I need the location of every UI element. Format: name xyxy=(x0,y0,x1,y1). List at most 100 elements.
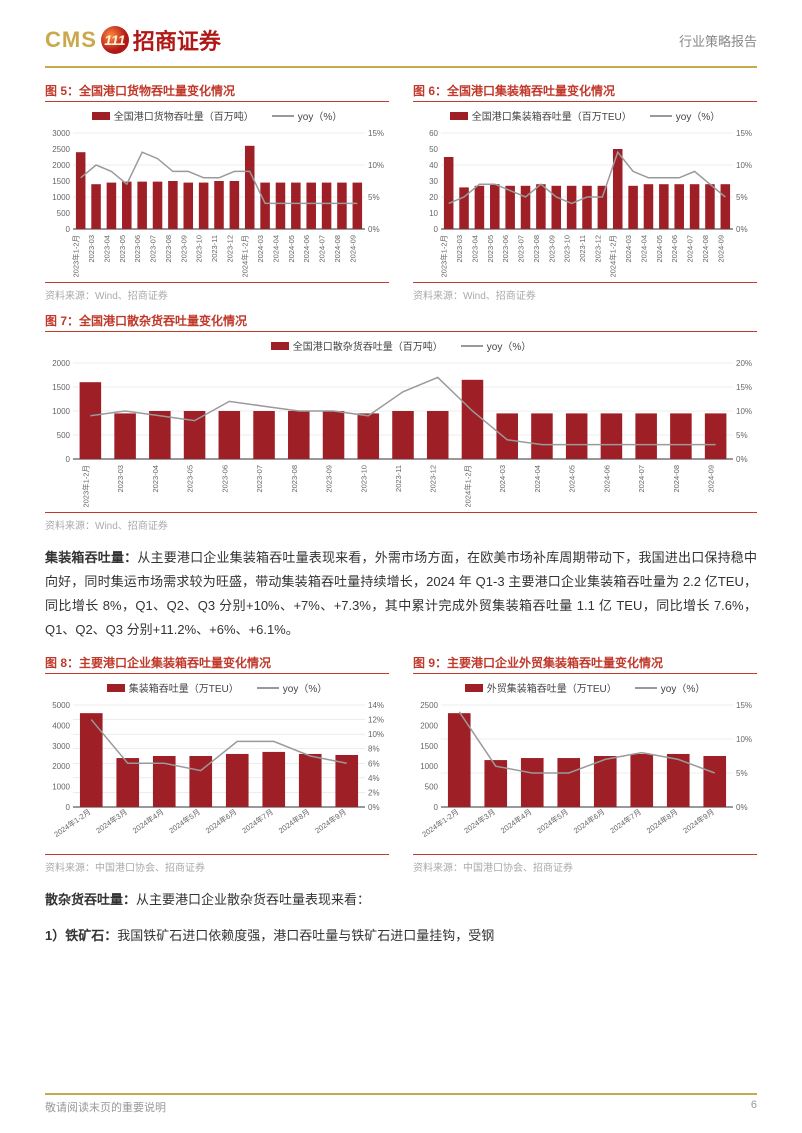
svg-text:15%: 15% xyxy=(736,129,752,138)
svg-text:2023-08: 2023-08 xyxy=(290,465,299,493)
paragraph-bulk-cargo: 散杂货吞吐量：从主要港口企业散杂货吞吐量表现来看： xyxy=(45,888,757,912)
logo-circle-icon: 111 xyxy=(101,26,129,54)
svg-text:2024-06: 2024-06 xyxy=(670,235,679,263)
svg-text:0%: 0% xyxy=(368,225,380,234)
svg-text:2023年1-2月: 2023年1-2月 xyxy=(80,465,90,507)
svg-text:2024年5月: 2024年5月 xyxy=(535,807,570,836)
svg-text:2023-11: 2023-11 xyxy=(210,235,219,262)
page-number: 6 xyxy=(751,1099,757,1115)
page-footer: 敬请阅读末页的重要说明 6 xyxy=(45,1093,757,1115)
svg-text:2024年6月: 2024年6月 xyxy=(571,807,606,836)
figure-8-legend: 集装箱吞吐量（万TEU） yoy（%） xyxy=(45,680,389,695)
figure-9-legend: 外贸集装箱吞吐量（万TEU） yoy（%） xyxy=(413,680,757,695)
svg-text:2023-07: 2023-07 xyxy=(517,235,526,263)
svg-text:2000: 2000 xyxy=(420,722,438,731)
svg-text:2023-09: 2023-09 xyxy=(547,235,556,263)
svg-text:60: 60 xyxy=(429,129,438,138)
svg-text:0: 0 xyxy=(66,455,71,464)
svg-text:1000: 1000 xyxy=(52,407,70,416)
svg-text:2024-09: 2024-09 xyxy=(348,235,357,263)
svg-text:2024-03: 2024-03 xyxy=(498,465,507,493)
paragraph-body: 从主要港口企业散杂货吞吐量表现来看： xyxy=(136,892,370,907)
svg-text:2024-03: 2024-03 xyxy=(624,235,633,263)
svg-text:2024-08: 2024-08 xyxy=(701,235,710,263)
svg-text:10%: 10% xyxy=(368,730,384,739)
figure-7-source: 资料来源：Wind、招商证券 xyxy=(45,512,757,532)
svg-text:4000: 4000 xyxy=(52,722,70,731)
svg-text:15%: 15% xyxy=(368,129,384,138)
svg-text:14%: 14% xyxy=(368,701,384,710)
svg-text:2024年1-2月: 2024年1-2月 xyxy=(52,807,93,840)
svg-text:3000: 3000 xyxy=(52,129,70,138)
svg-text:2%: 2% xyxy=(368,789,380,798)
svg-text:2023年1-2月: 2023年1-2月 xyxy=(439,235,449,277)
paragraph-bold-lead: 散杂货吞吐量： xyxy=(45,892,136,907)
svg-text:2024-05: 2024-05 xyxy=(287,235,296,263)
header-rule xyxy=(45,66,757,68)
page-header: CMS 111 招商证券 行业策略报告 xyxy=(45,20,757,60)
svg-text:2024-07: 2024-07 xyxy=(637,465,646,493)
svg-text:10%: 10% xyxy=(736,407,752,416)
logo: CMS 111 招商证券 xyxy=(45,24,221,56)
line-swatch-icon xyxy=(461,345,483,347)
svg-text:500: 500 xyxy=(57,209,71,218)
svg-text:2023-08: 2023-08 xyxy=(164,235,173,263)
figure-9: 图 9：主要港口企业外贸集装箱吞吐量变化情况 外贸集装箱吞吐量（万TEU） yo… xyxy=(413,654,757,874)
svg-text:5%: 5% xyxy=(736,431,748,440)
svg-text:0%: 0% xyxy=(368,803,380,812)
svg-text:2023-10: 2023-10 xyxy=(359,465,368,493)
svg-text:1500: 1500 xyxy=(52,383,70,392)
svg-text:2024-06: 2024-06 xyxy=(302,235,311,263)
svg-text:2024年7月: 2024年7月 xyxy=(240,807,275,836)
svg-text:2023-03: 2023-03 xyxy=(87,235,96,263)
svg-text:15%: 15% xyxy=(736,383,752,392)
svg-text:1000: 1000 xyxy=(52,783,70,792)
svg-text:2023-05: 2023-05 xyxy=(118,235,127,263)
logo-latin: CMS xyxy=(45,27,97,53)
charts-row-1: 图 5：全国港口货物吞吐量变化情况 全国港口货物吞吐量（百万吨） yoy（%） … xyxy=(45,82,757,302)
svg-text:3000: 3000 xyxy=(52,742,70,751)
figure-9-title: 图 9：主要港口企业外贸集装箱吞吐量变化情况 xyxy=(413,654,757,671)
svg-text:12%: 12% xyxy=(368,716,384,725)
logo-chinese: 招商证券 xyxy=(133,24,221,56)
svg-text:0: 0 xyxy=(66,803,71,812)
svg-text:2024-07: 2024-07 xyxy=(686,235,695,263)
svg-text:5%: 5% xyxy=(368,193,380,202)
figure-6-chart: 01020304050600%5%10%15%2023年1-2月2023-032… xyxy=(413,127,757,277)
svg-text:2023-05: 2023-05 xyxy=(486,235,495,263)
svg-text:2023-07: 2023-07 xyxy=(255,465,264,493)
svg-text:2024年4月: 2024年4月 xyxy=(498,807,533,836)
figure-6-source: 资料来源：Wind、招商证券 xyxy=(413,282,757,302)
doc-type-label: 行业策略报告 xyxy=(679,31,757,50)
figure-5-title: 图 5：全国港口货物吞吐量变化情况 xyxy=(45,82,389,99)
svg-text:2024-09: 2024-09 xyxy=(716,235,725,263)
svg-text:2024-04: 2024-04 xyxy=(271,235,280,263)
svg-text:5%: 5% xyxy=(736,193,748,202)
svg-text:1500: 1500 xyxy=(52,177,70,186)
bar-swatch-icon xyxy=(450,112,468,120)
svg-text:2023-09: 2023-09 xyxy=(179,235,188,263)
figure-5-legend: 全国港口货物吞吐量（百万吨） yoy（%） xyxy=(45,108,389,123)
figure-7-legend: 全国港口散杂货吞吐量（百万吨） yoy（%） xyxy=(45,338,757,353)
svg-text:2023-08: 2023-08 xyxy=(532,235,541,263)
svg-text:2500: 2500 xyxy=(52,145,70,154)
svg-text:10%: 10% xyxy=(736,735,752,744)
svg-text:2023-09: 2023-09 xyxy=(325,465,334,493)
bar-swatch-icon xyxy=(271,342,289,350)
bar-swatch-icon xyxy=(465,684,483,692)
svg-text:2024-04: 2024-04 xyxy=(639,235,648,263)
svg-text:2024年1-2月: 2024年1-2月 xyxy=(608,235,618,277)
svg-text:500: 500 xyxy=(425,783,439,792)
svg-text:2023-03: 2023-03 xyxy=(455,235,464,263)
figure-6-title: 图 6：全国港口集装箱吞吐量变化情况 xyxy=(413,82,757,99)
svg-text:0%: 0% xyxy=(736,225,748,234)
svg-text:2024年3月: 2024年3月 xyxy=(462,807,497,836)
line-swatch-icon xyxy=(257,687,279,689)
figure-5: 图 5：全国港口货物吞吐量变化情况 全国港口货物吞吐量（百万吨） yoy（%） … xyxy=(45,82,389,302)
svg-text:2000: 2000 xyxy=(52,359,70,368)
svg-text:2023-06: 2023-06 xyxy=(220,465,229,493)
figure-9-source: 资料来源：中国港口协会、招商证券 xyxy=(413,854,757,874)
svg-text:2024年9月: 2024年9月 xyxy=(313,807,348,836)
svg-text:8%: 8% xyxy=(368,745,380,754)
figure-6: 图 6：全国港口集装箱吞吐量变化情况 全国港口集装箱吞吐量（百万TEU） yoy… xyxy=(413,82,757,302)
